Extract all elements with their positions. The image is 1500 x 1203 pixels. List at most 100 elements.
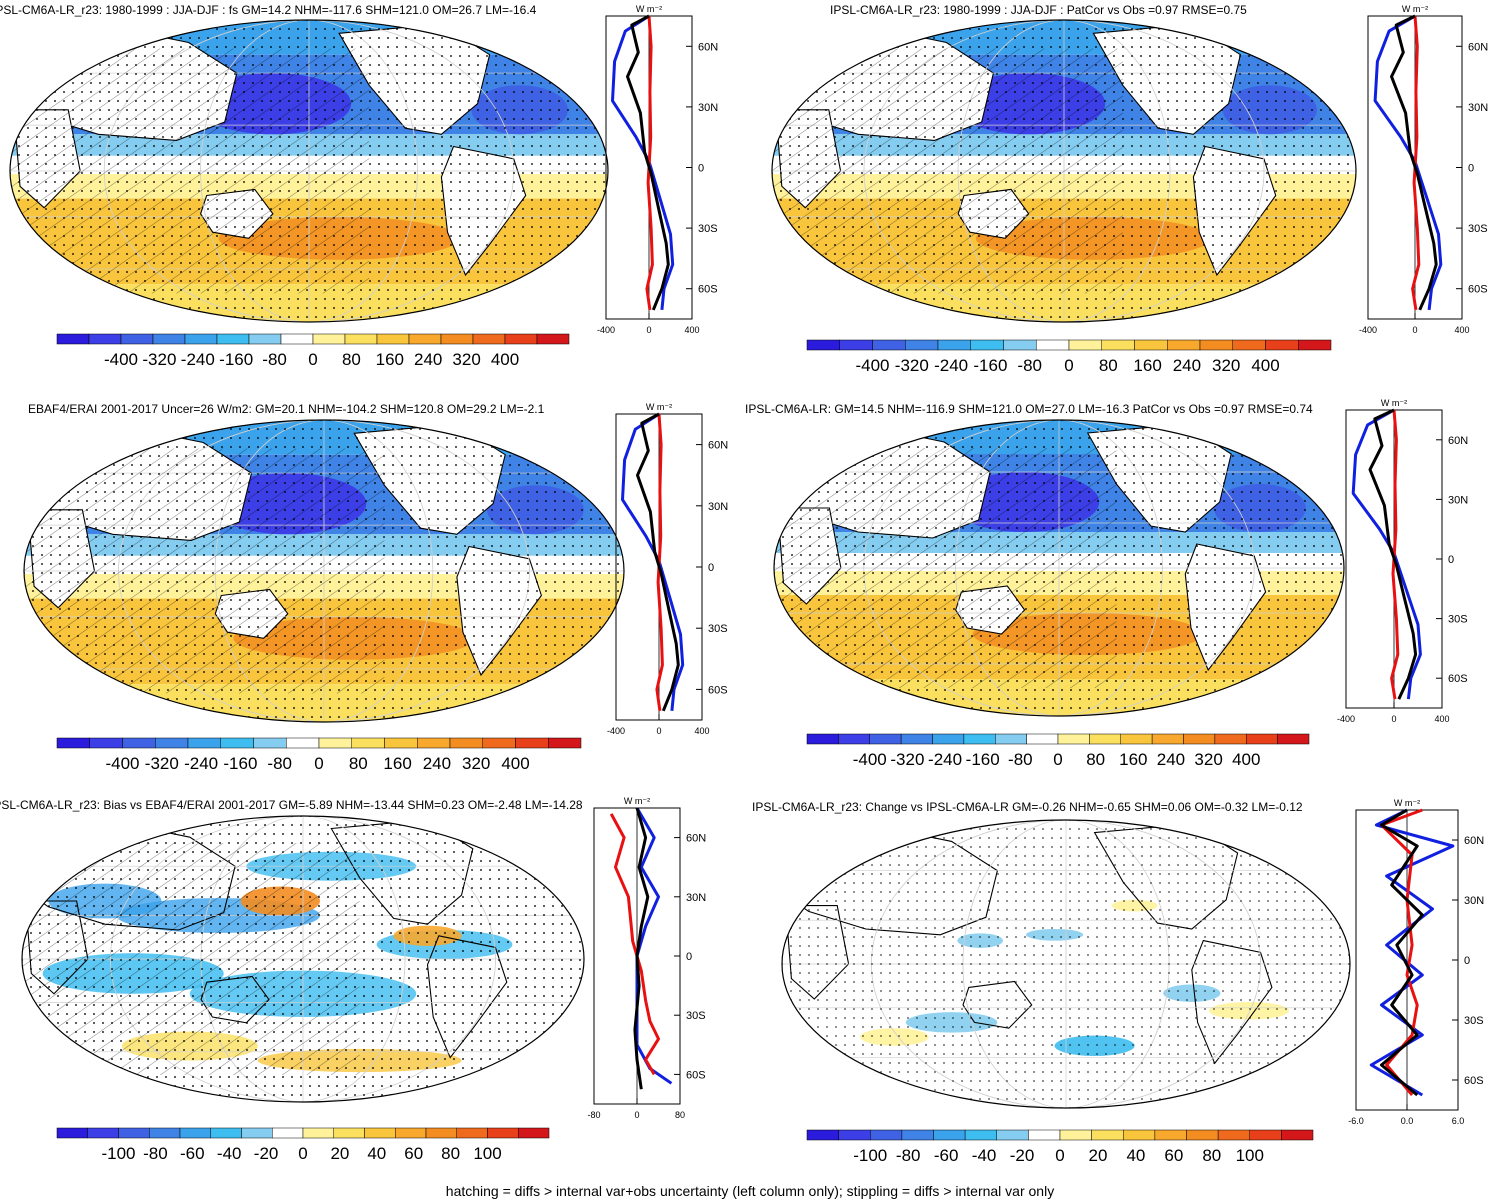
colorbar-swatch	[872, 339, 906, 351]
colorbar-label: 320	[1212, 356, 1240, 375]
colorbar-swatch	[241, 1127, 273, 1139]
profile-line-black	[636, 412, 680, 712]
colorbar-swatch	[1217, 1129, 1250, 1141]
profile-unit: W m⁻²	[1381, 398, 1407, 408]
colorbar-swatch	[1232, 339, 1266, 351]
colorbar: -100 -80 -60 -40 -20 0 20 40 60 80 100	[806, 1129, 1314, 1165]
colorbar-label: 400	[491, 350, 519, 369]
lat-label: 30N	[1448, 494, 1468, 506]
colorbar-swatch	[1120, 733, 1153, 745]
world-map	[21, 815, 585, 1103]
colorbar-label: 240	[423, 754, 451, 773]
panel-title: IPSL-CM6A-LR_r23: 1980-1999 : JJA-DJF : …	[0, 3, 537, 17]
colorbar-label: -20	[254, 1144, 279, 1163]
colorbar-label: 240	[1173, 356, 1201, 375]
colorbar-label: 160	[376, 350, 404, 369]
lat-label: 30S	[1468, 223, 1488, 235]
colorbar-swatch	[1036, 339, 1070, 351]
profile-unit: W m⁻²	[1394, 798, 1420, 808]
colorbar-swatch	[1068, 339, 1102, 351]
colorbar-swatch	[1003, 339, 1037, 351]
colorbar-swatch	[1183, 733, 1216, 745]
colorbar-swatch	[839, 339, 873, 351]
colorbar-swatch	[118, 1127, 150, 1139]
colorbar-swatch	[518, 1127, 550, 1139]
colorbar-label: 100	[1236, 1146, 1264, 1165]
colorbar-label: 0	[314, 754, 323, 773]
world-map	[773, 419, 1345, 717]
colorbar-swatch	[280, 333, 314, 345]
panel-title: EBAF4/ERAI 2001-2017 Uncer=26 W/m2: GM=2…	[28, 402, 545, 416]
profile-line-red	[1390, 409, 1400, 700]
colorbar-label: -400	[855, 356, 889, 375]
colorbar-label: 80	[441, 1144, 460, 1163]
zonal-profile: W m⁻² 60N 30N 0 30S 60S -400 0 400	[597, 4, 718, 335]
lat-label: 60N	[708, 440, 728, 452]
profile-line-blue	[621, 412, 685, 711]
colorbar-label: 60	[1164, 1146, 1183, 1165]
colorbar-label: -160	[219, 350, 253, 369]
x-tick-label: -6.0	[1348, 1116, 1364, 1126]
lat-label: 60N	[698, 41, 718, 53]
lat-label: 60N	[686, 833, 706, 845]
colorbar-swatch	[364, 1127, 396, 1139]
colorbar-swatch	[1057, 733, 1090, 745]
x-tick-label: 0	[634, 1110, 639, 1120]
colorbar-label: -160	[223, 754, 257, 773]
lat-label: 0	[1468, 163, 1474, 175]
colorbar-label: 160	[383, 754, 411, 773]
colorbar-swatch	[933, 1129, 966, 1141]
colorbar-label: 0	[1064, 356, 1073, 375]
colorbar-swatch	[996, 1129, 1029, 1141]
colorbar-swatch	[272, 1127, 304, 1139]
colorbar-swatch	[344, 333, 378, 345]
colorbar-label: -400	[104, 350, 138, 369]
x-tick-label: 6.0	[1452, 1116, 1465, 1126]
colorbar-swatch	[248, 333, 282, 345]
profile-unit: W m⁻²	[636, 4, 662, 14]
colorbar-label: -80	[1017, 356, 1042, 375]
colorbar: -400 -320 -240 -160 -80 0 80 160 240 320 400	[56, 333, 570, 369]
colorbar-swatch	[870, 1129, 903, 1141]
colorbar-swatch	[1101, 339, 1135, 351]
colorbar-swatch	[487, 1127, 519, 1139]
colorbar-swatch	[901, 1129, 934, 1141]
colorbar-label: 80	[342, 350, 361, 369]
x-tick-label: 400	[1454, 325, 1469, 335]
colorbar-swatch	[89, 737, 123, 749]
x-tick-label: 80	[675, 1110, 685, 1120]
colorbar-swatch	[995, 733, 1027, 745]
colorbar-label: -80	[896, 1146, 921, 1165]
colorbar-swatch	[1214, 733, 1247, 745]
colorbar-swatch	[515, 737, 549, 749]
colorbar-swatch	[384, 737, 418, 749]
colorbar-swatch	[964, 1129, 997, 1141]
colorbar: -400 -320 -240 -160 -80 0 80 160 240 320 400	[806, 733, 1310, 769]
zonal-profile: W m⁻² 60N 30N 0 30S 60S -6.0 0.0 6.0	[1348, 798, 1484, 1126]
colorbar-swatch	[1091, 1129, 1124, 1141]
colorbar-swatch	[482, 737, 516, 749]
profile-line-red	[645, 15, 654, 311]
colorbar-label: 40	[367, 1144, 386, 1163]
x-tick-label: 0.0	[1401, 1116, 1414, 1126]
map-border	[781, 819, 1351, 1109]
colorbar-swatch	[1151, 733, 1184, 745]
footer-note: hatching = diffs > internal var+obs unce…	[445, 1183, 1055, 1199]
zonal-profile: W m⁻² 60N 30N 0 30S 60S -400 0 400	[1337, 398, 1468, 724]
colorbar-label: -320	[890, 750, 924, 769]
map-border	[771, 19, 1357, 323]
colorbar-label: 240	[1157, 750, 1185, 769]
colorbar-swatch	[56, 1127, 88, 1139]
colorbar-label: 0	[298, 1144, 307, 1163]
stippling-overlay	[782, 820, 1350, 1108]
colorbar-swatch	[1298, 339, 1332, 351]
colorbar-swatch	[1281, 1129, 1314, 1141]
colorbar-label: -160	[973, 356, 1007, 375]
hatching-overlay	[10, 48, 370, 294]
colorbar-swatch	[333, 1127, 365, 1139]
colorbar-label: 400	[1251, 356, 1279, 375]
colorbar-swatch	[963, 733, 996, 745]
colorbar-swatch	[1154, 1129, 1187, 1141]
colorbar-label: -320	[895, 356, 929, 375]
x-tick-label: 400	[694, 726, 709, 736]
